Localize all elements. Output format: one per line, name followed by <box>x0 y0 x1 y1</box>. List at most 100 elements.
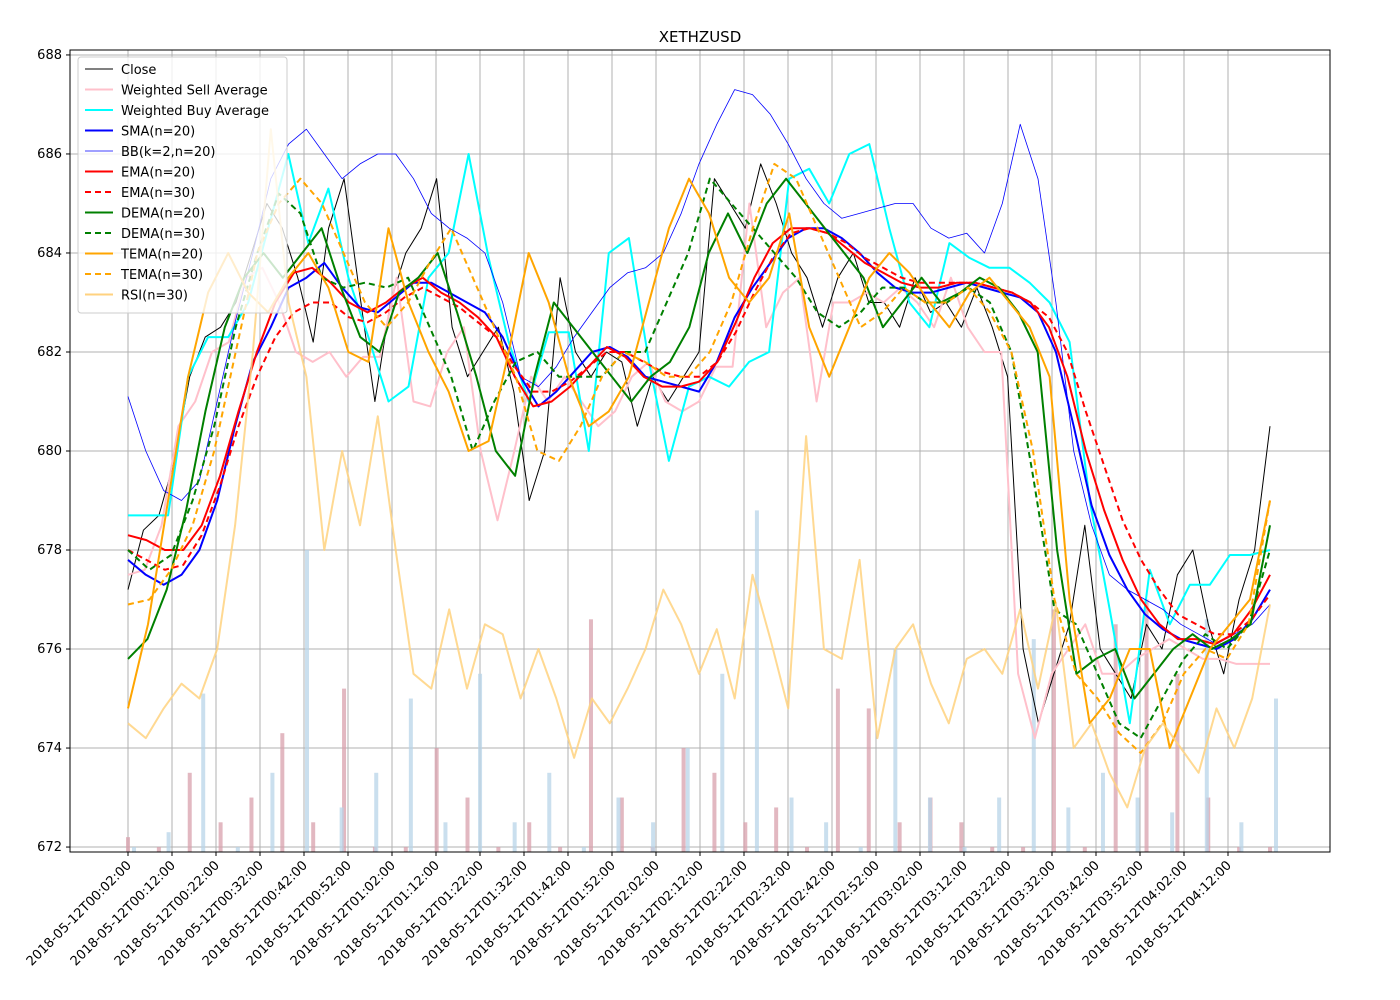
buy_volume-bar <box>1135 797 1140 852</box>
buy_volume-bar <box>754 510 759 852</box>
sell_volume-bar <box>588 619 593 852</box>
sell_volume-bar <box>897 822 902 852</box>
sell_volume-bar <box>156 847 161 852</box>
buy_volume-bar <box>927 797 932 852</box>
sell_volume-bar <box>866 708 871 852</box>
buy_volume-bar <box>651 822 656 852</box>
buy_volume-bar <box>893 649 898 852</box>
legend: Close Weighted Sell Average Weighted Buy A… <box>77 56 288 314</box>
buy_volume-bar <box>547 772 552 852</box>
sell_volume-bar <box>527 822 532 852</box>
series-line-ema-n-30- <box>127 227 1271 636</box>
sell_volume-bar <box>835 688 840 852</box>
buy_volume-bar <box>962 847 967 852</box>
y-tick-label: 676 <box>37 642 62 657</box>
buy_volume-bar <box>1204 619 1209 852</box>
buy_volume-bar <box>824 822 829 852</box>
sell_volume-bar <box>681 748 686 852</box>
sell_volume-bar <box>1113 624 1118 852</box>
legend-label: TEMA(n=20) <box>120 248 203 263</box>
sell_volume-bar <box>990 847 995 852</box>
sell_volume-bar <box>403 847 408 852</box>
series-line-ema-n-20- <box>127 227 1271 646</box>
sell_volume-bar <box>126 837 130 852</box>
buy_volume-bar <box>1031 639 1036 852</box>
legend-label: Weighted Sell Average <box>121 84 268 99</box>
sell_volume-bar <box>280 733 285 852</box>
y-tick-label: 688 <box>37 48 62 63</box>
sell_volume-bar <box>712 772 717 852</box>
buy_volume-bar <box>339 807 344 852</box>
y-tick-label: 684 <box>37 246 62 261</box>
sell_volume-bar <box>743 822 748 852</box>
series-line-dema-n-20- <box>127 177 1271 700</box>
buy_volume-bar <box>789 797 794 852</box>
buy_volume-bar <box>616 797 621 852</box>
plot-frame <box>69 49 1331 853</box>
buy_volume-bar <box>1274 698 1278 852</box>
buy_volume-bar <box>235 847 240 852</box>
buy_volume-bar <box>270 772 275 852</box>
legend-box <box>77 56 288 314</box>
sell_volume-bar <box>1268 847 1272 852</box>
buy_volume-bar <box>305 550 310 852</box>
buy_volume-bar <box>132 847 136 852</box>
legend-label: SMA(n=20) <box>121 125 195 140</box>
sell_volume-bar <box>1021 847 1026 852</box>
legend-label: RSI(n=30) <box>121 289 188 304</box>
buy_volume-bar <box>1066 807 1071 852</box>
buy_volume-bar <box>1239 822 1244 852</box>
buy_volume-bar <box>581 847 586 852</box>
buy_volume-bar <box>997 797 1002 852</box>
buy_volume-bar <box>512 822 517 852</box>
y-tick-label: 674 <box>37 741 62 756</box>
buy_volume-bar <box>201 693 206 852</box>
buy_volume-bar <box>720 673 725 852</box>
chart-title: XETHZUSD <box>659 28 742 46</box>
legend-label: Weighted Buy Average <box>121 104 269 119</box>
y-tick-label: 686 <box>37 147 62 162</box>
sell_volume-bar <box>496 847 501 852</box>
y-tick-label: 682 <box>37 345 62 360</box>
sell_volume-bar <box>434 748 439 852</box>
sell_volume-bar <box>1237 847 1242 852</box>
series-line-tema-n-30- <box>127 162 1271 754</box>
sell_volume-bar <box>249 797 254 852</box>
buy_volume-bar <box>685 748 690 852</box>
series-line-rsi-n-30- <box>127 128 1271 809</box>
legend-label: DEMA(n=20) <box>121 207 205 222</box>
buy_volume-bar <box>858 847 863 852</box>
sell_volume-bar <box>342 688 347 852</box>
sell_volume-bar <box>1051 609 1056 852</box>
series-line-close <box>127 163 1271 724</box>
legend-label: EMA(n=20) <box>121 166 195 181</box>
series-line-sma-n-20- <box>127 227 1271 650</box>
sell_volume-bar <box>774 807 779 852</box>
buy_volume-bar <box>166 832 171 852</box>
y-tick-label: 672 <box>37 840 62 855</box>
legend-label: DEMA(n=30) <box>121 227 205 242</box>
sell_volume-bar <box>1175 673 1180 852</box>
series-line-bb-k-2-n-20- <box>127 89 1271 645</box>
legend-label: TEMA(n=30) <box>120 268 203 283</box>
y-tick-label: 680 <box>37 444 62 459</box>
buy_volume-bar <box>1170 812 1175 852</box>
y-tick-label: 678 <box>37 543 62 558</box>
sell_volume-bar <box>187 772 192 852</box>
sell_volume-bar <box>558 847 563 852</box>
sell_volume-bar <box>218 822 223 852</box>
legend-label: BB(k=2,n=20) <box>121 145 215 160</box>
sell_volume-bar <box>805 847 810 852</box>
legend-label: EMA(n=30) <box>121 186 195 201</box>
series-line-tema-n-20- <box>127 177 1271 749</box>
legend-label: Close <box>121 63 156 78</box>
series-line-dema-n-30- <box>127 177 1271 740</box>
sell_volume-bar <box>959 822 964 852</box>
sell_volume-bar <box>465 797 470 852</box>
buy_volume-bar <box>374 772 379 852</box>
buy_volume-bar <box>478 673 483 852</box>
buy_volume-bar <box>408 698 413 852</box>
buy_volume-bar <box>443 822 448 852</box>
sell_volume-bar <box>311 822 316 852</box>
